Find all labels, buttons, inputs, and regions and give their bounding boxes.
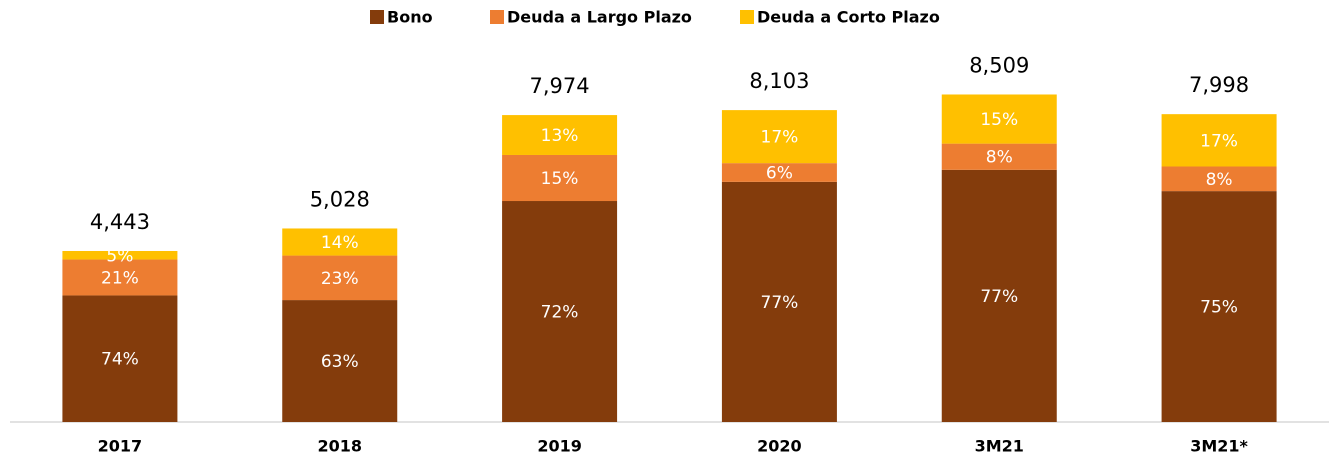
data-label: 77% <box>761 293 799 313</box>
x-tick-label: 3M21* <box>1190 437 1248 456</box>
data-label: 5% <box>106 246 133 266</box>
bar-segment <box>282 255 398 301</box>
x-tick-label: 2019 <box>537 437 582 456</box>
data-label: 74% <box>101 350 139 370</box>
legend-swatch <box>370 10 384 24</box>
bar-segment <box>941 143 1057 170</box>
bar-segment <box>1161 114 1277 167</box>
data-label: 6% <box>766 163 793 183</box>
x-tick-label: 2018 <box>317 437 362 456</box>
bar-segment <box>502 115 618 155</box>
bar-segment <box>62 295 178 422</box>
data-label: 63% <box>321 352 359 372</box>
data-label: 8% <box>1206 170 1233 190</box>
data-label: 15% <box>980 110 1018 130</box>
legend-swatch <box>740 10 754 24</box>
x-tick-label: 2017 <box>98 437 143 456</box>
bar-segment <box>62 259 178 296</box>
bar-segment <box>282 300 398 422</box>
bar-segment <box>282 228 398 256</box>
legend-label: Bono <box>387 8 433 27</box>
legend-label: Deuda a Corto Plazo <box>757 8 940 27</box>
bar-segment <box>1161 166 1277 192</box>
data-label: 72% <box>541 303 579 323</box>
bar-segment <box>721 163 837 182</box>
bar-segment <box>1161 191 1277 422</box>
total-label: 7,998 <box>1189 73 1249 97</box>
bar-segment <box>62 250 178 260</box>
bar-segment <box>502 154 618 202</box>
total-label: 5,028 <box>310 187 370 211</box>
data-label: 15% <box>541 169 579 189</box>
total-label: 4,443 <box>90 210 150 234</box>
bar-segment <box>941 169 1057 422</box>
data-label: 17% <box>761 128 799 148</box>
data-label: 75% <box>1200 298 1238 318</box>
legend-label: Deuda a Largo Plazo <box>507 8 692 27</box>
data-label: 21% <box>101 268 139 288</box>
total-label: 8,509 <box>969 53 1029 77</box>
bar-segment <box>941 94 1057 144</box>
bar-segment <box>502 201 618 422</box>
x-tick-label: 2020 <box>757 437 802 456</box>
data-label: 17% <box>1200 131 1238 151</box>
bar-segment <box>721 181 837 422</box>
bar-segment <box>721 110 837 164</box>
data-label: 14% <box>321 233 359 253</box>
total-label: 8,103 <box>749 69 809 93</box>
data-label: 8% <box>986 148 1013 168</box>
data-label: 23% <box>321 269 359 289</box>
x-tick-label: 3M21 <box>975 437 1024 456</box>
total-label: 7,974 <box>530 74 590 98</box>
legend-swatch <box>490 10 504 24</box>
data-label: 13% <box>541 126 579 146</box>
data-label: 77% <box>980 287 1018 307</box>
